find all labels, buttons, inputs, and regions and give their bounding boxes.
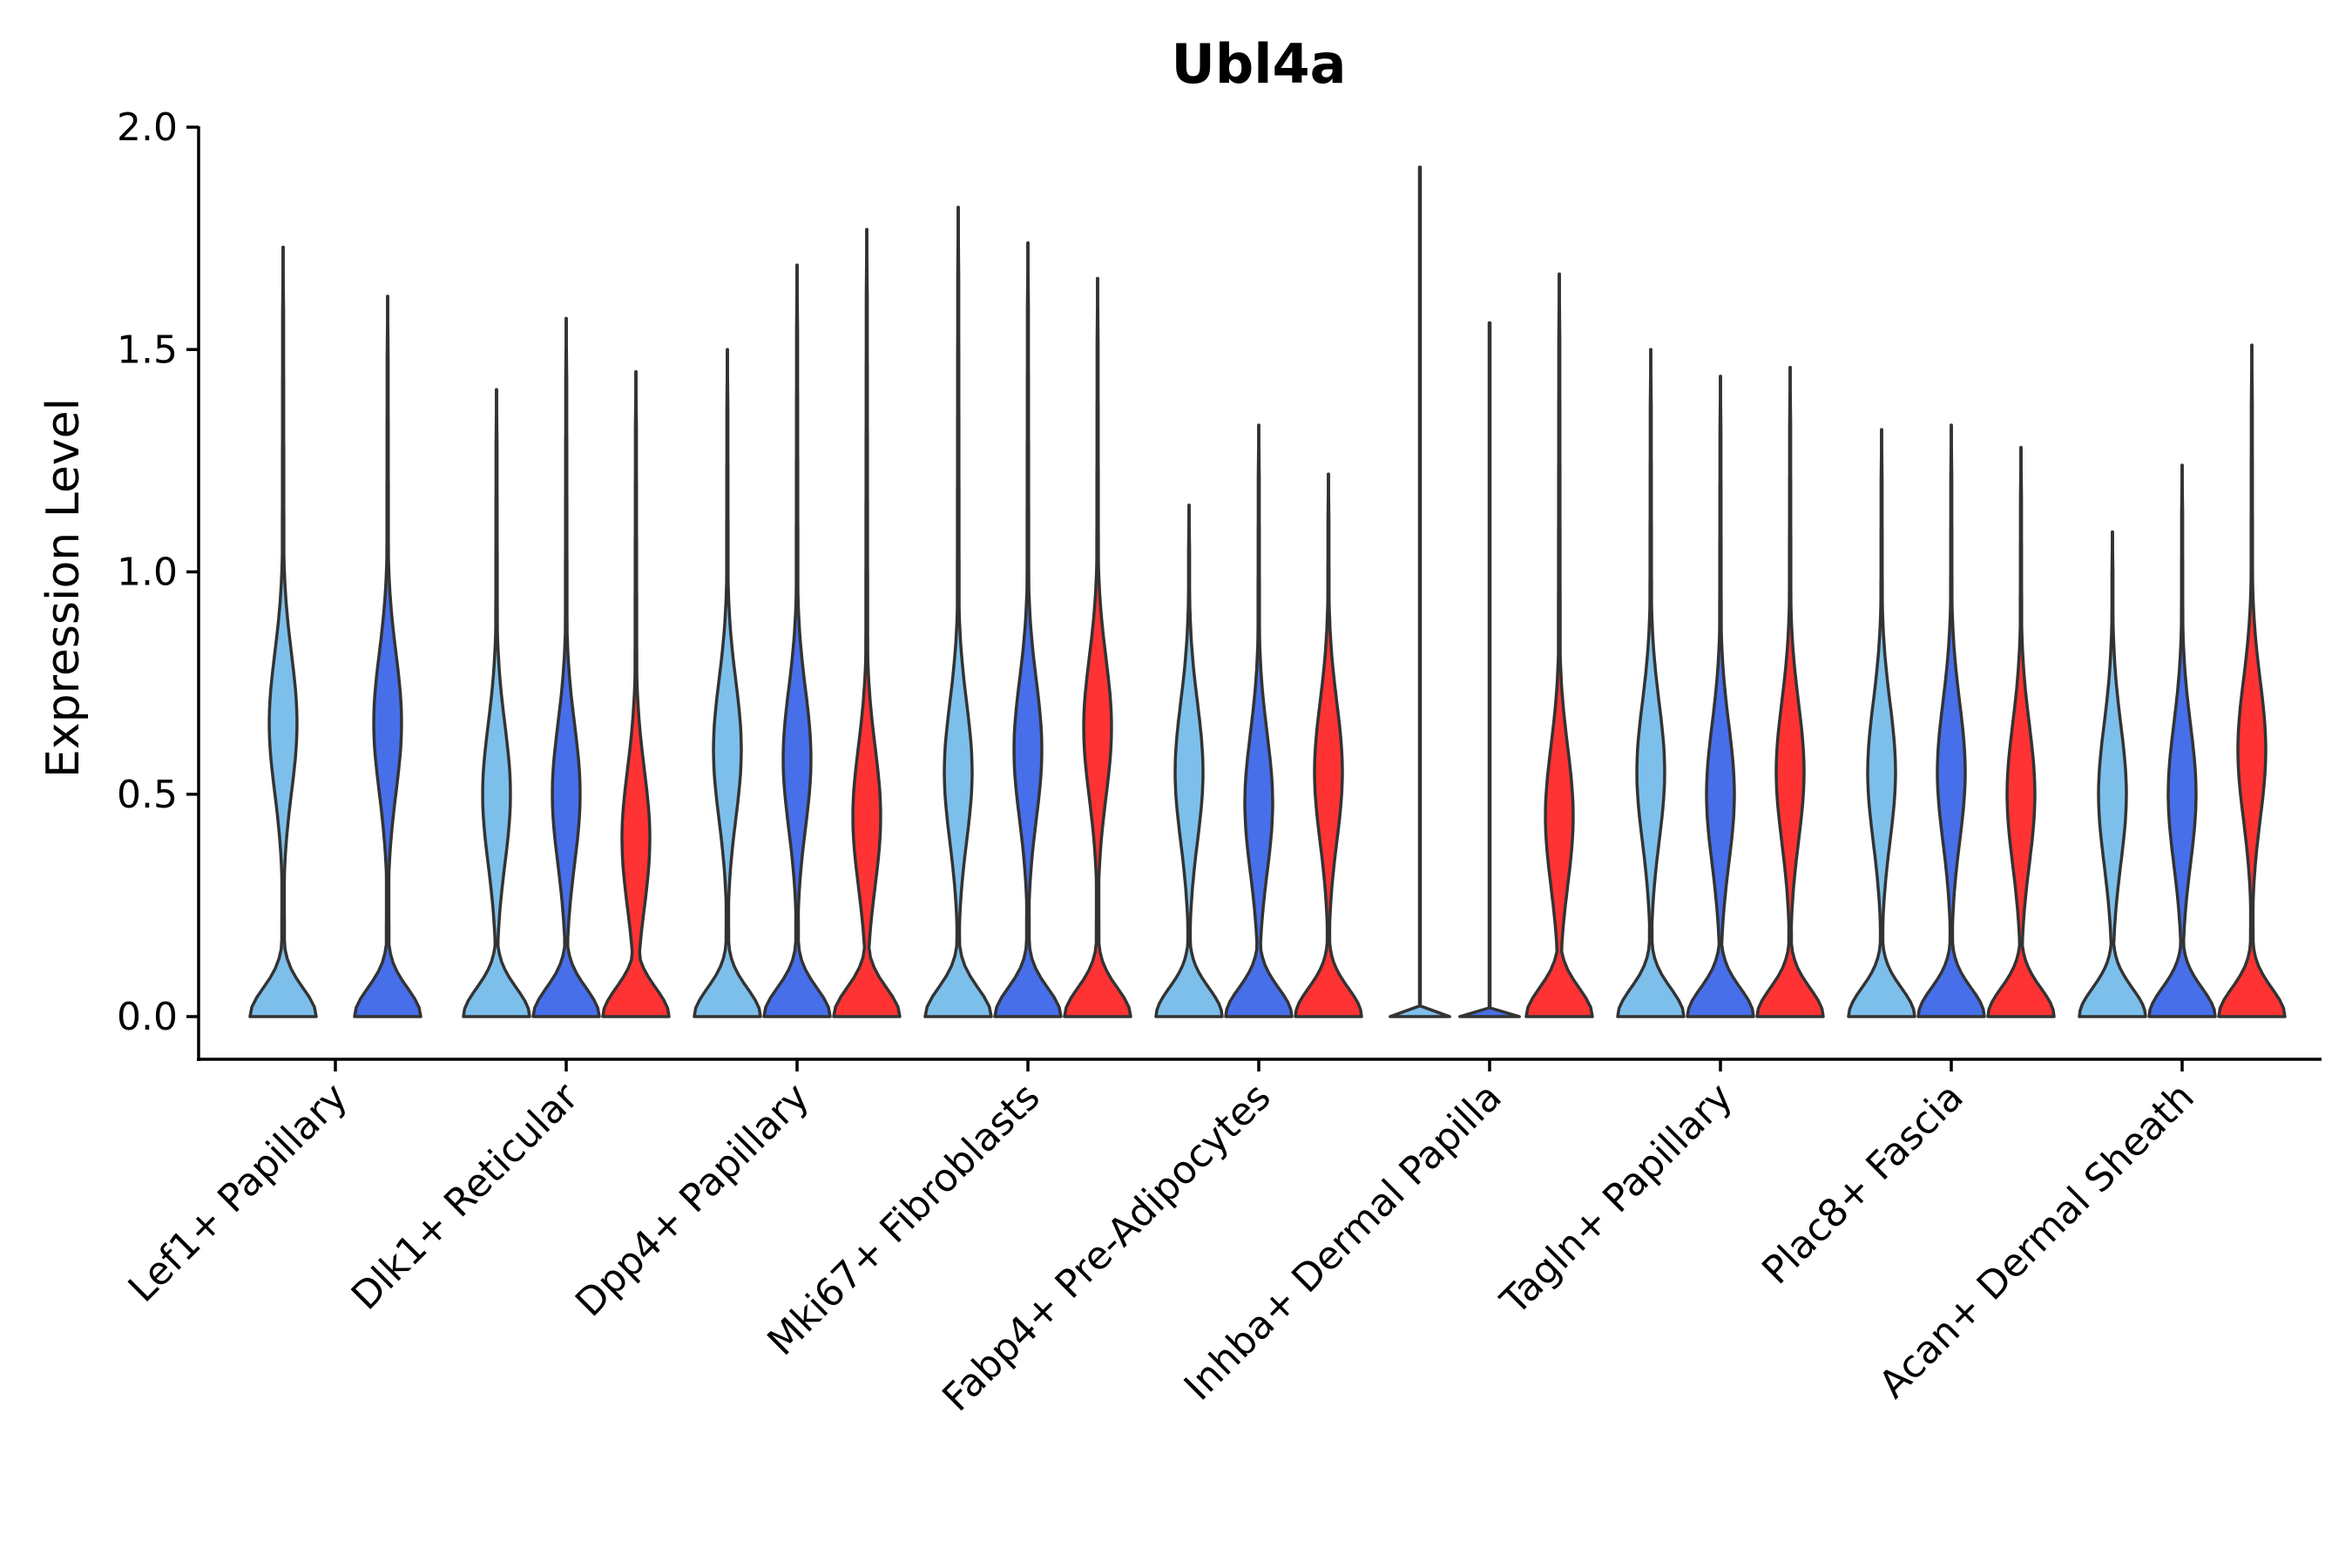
x-tick-label: Plac8+ Fascia xyxy=(1754,1075,1972,1294)
violin-red xyxy=(1524,272,1594,1018)
violin-red xyxy=(1294,472,1363,1018)
violin-blue xyxy=(1458,321,1521,1018)
y-ticks: 0.0 0.5 1.0 1.5 2.0 xyxy=(117,105,199,1039)
violin-blue xyxy=(531,316,601,1018)
x-tick-label: Dlk1+ Reticular xyxy=(343,1074,588,1319)
x-tick-label: Tagln+ Papillary xyxy=(1492,1075,1741,1324)
violin-layer xyxy=(248,166,2287,1018)
violin-red xyxy=(1063,276,1132,1018)
violin-light_blue xyxy=(923,206,993,1018)
y-axis-label: Expression Level xyxy=(37,398,90,778)
violin-blue xyxy=(1224,423,1294,1018)
violin-light_blue xyxy=(248,246,318,1018)
violin-red xyxy=(1986,445,2056,1018)
y-tick-label: 0.5 xyxy=(117,773,178,817)
violin-blue xyxy=(1916,423,1986,1018)
violin-light_blue xyxy=(2078,530,2147,1018)
violin-light_blue xyxy=(1154,504,1224,1018)
y-tick-label: 1.5 xyxy=(117,328,178,372)
violin-blue xyxy=(353,294,422,1018)
violin-light_blue xyxy=(1847,428,1916,1018)
violin-blue xyxy=(762,263,832,1018)
violin-blue xyxy=(1686,375,1755,1018)
y-tick-label: 0.0 xyxy=(117,995,178,1039)
violin-red xyxy=(2217,343,2287,1018)
x-tick-label: Lef1+ Papillary xyxy=(120,1075,356,1311)
violin-light_blue xyxy=(1616,348,1686,1018)
violin-blue xyxy=(993,240,1063,1018)
y-tick-label: 1.0 xyxy=(117,551,178,595)
violin-light_blue xyxy=(693,348,762,1018)
violin-light_blue xyxy=(1389,166,1451,1018)
violin-red xyxy=(1755,365,1825,1018)
violin-light_blue xyxy=(462,388,531,1018)
violin-blue xyxy=(2147,463,2217,1018)
violin-red xyxy=(601,370,671,1018)
x-tick-label: Dpp4+ Papillary xyxy=(567,1075,818,1326)
y-tick-label: 2.0 xyxy=(117,105,178,150)
violin-red xyxy=(832,227,902,1018)
chart-title: Ubl4a xyxy=(1172,32,1347,96)
